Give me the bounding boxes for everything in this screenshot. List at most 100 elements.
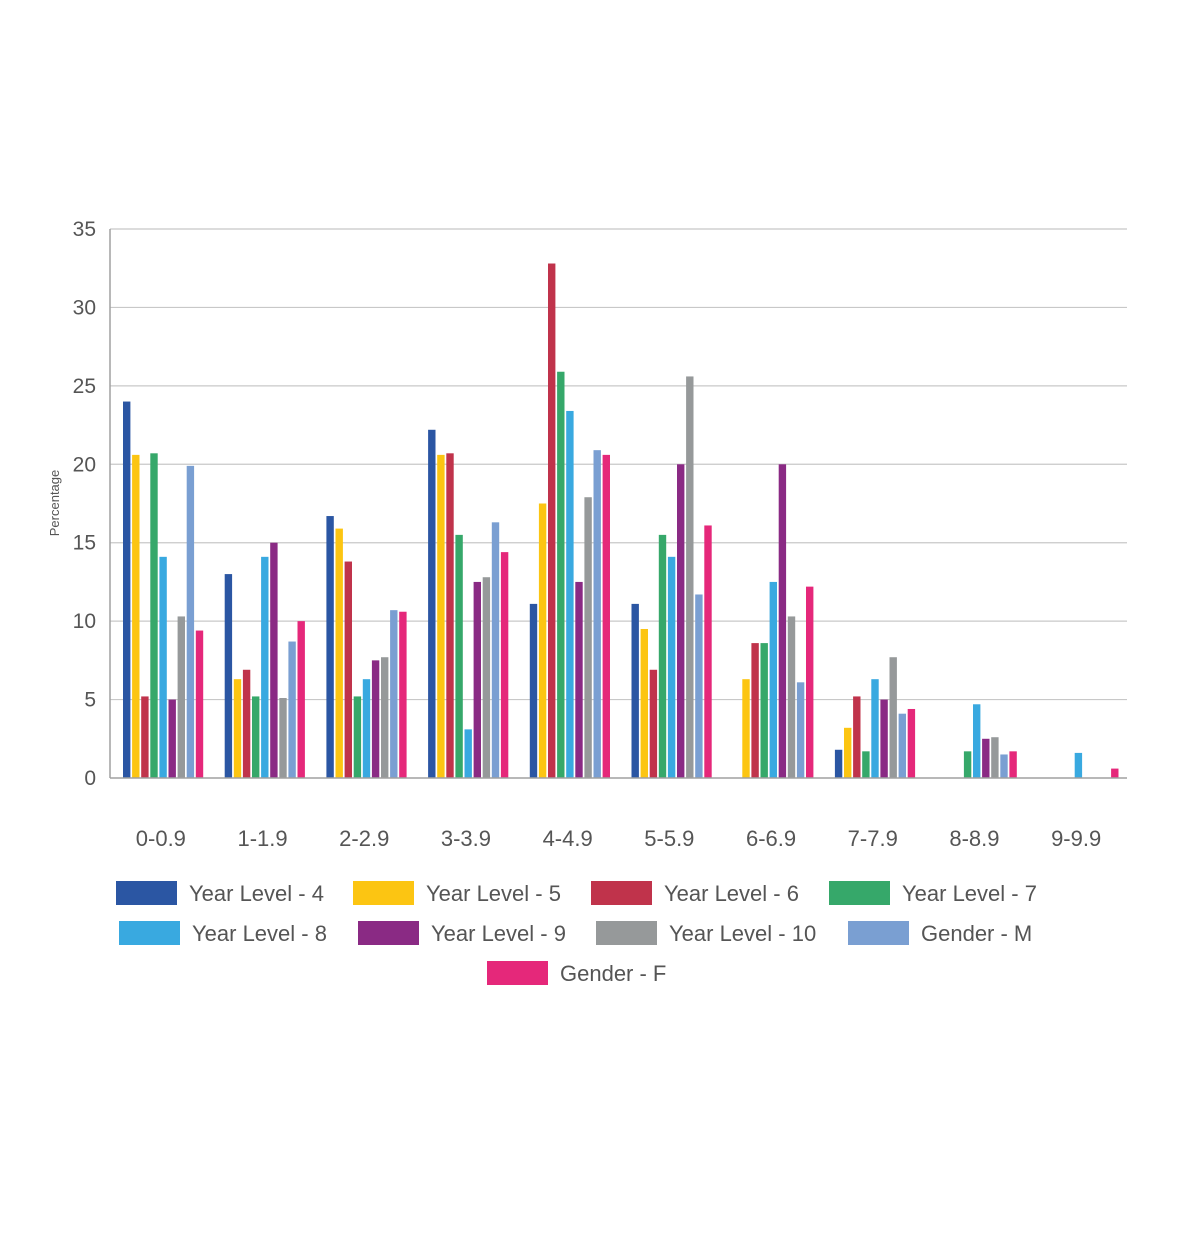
legend-label: Gender - M <box>921 921 1032 946</box>
legend-swatch <box>848 921 909 945</box>
legend-label: Year Level - 8 <box>192 921 327 946</box>
bar-8-8.9-gender-m <box>1000 754 1008 778</box>
bar-7-7.9-gender-m <box>898 713 906 778</box>
bar-1-1.9-yearlevel-4 <box>224 574 233 778</box>
y-tick-label: 10 <box>73 610 96 633</box>
bar-7-7.9-yearlevel-10 <box>889 657 897 778</box>
bar-1-1.9-yearlevel-10 <box>279 698 287 778</box>
bar-7-7.9-gender-f <box>907 708 916 778</box>
bar-6-6.9-yearlevel-10 <box>787 616 796 778</box>
bar-3-3.9-gender-m <box>491 522 500 778</box>
gridlines <box>110 228 1127 701</box>
bar-2-2.9-gender-m <box>390 610 398 778</box>
legend-item: Year Level - 7 <box>829 881 1037 906</box>
bar-7-7.9-yearlevel-7 <box>862 751 870 778</box>
bar-8-8.9-yearlevel-7 <box>963 751 972 778</box>
bar-2-2.9-yearlevel-9 <box>371 660 380 778</box>
bar-1-1.9-yearlevel-7 <box>252 696 260 778</box>
bar-5-5.9-yearlevel-6 <box>649 669 658 778</box>
bar-4-4.9-gender-m <box>593 450 601 778</box>
x-tick-label: 2-2.9 <box>339 826 389 851</box>
legend-item: Year Level - 10 <box>596 921 816 946</box>
legend-swatch <box>358 921 419 945</box>
bar-7-7.9-yearlevel-8 <box>871 679 879 778</box>
y-tick-label: 25 <box>73 375 96 398</box>
x-tick-label: 6-6.9 <box>746 826 796 851</box>
bar-4-4.9-yearlevel-7 <box>557 371 565 778</box>
legend-item: Year Level - 5 <box>353 881 561 906</box>
bar-5-5.9-yearlevel-8 <box>667 556 676 778</box>
bar-6-6.9-yearlevel-8 <box>769 581 777 778</box>
bar-7-7.9-yearlevel-6 <box>853 696 861 778</box>
legend-label: Year Level - 9 <box>431 921 566 946</box>
y-tick-label: 15 <box>73 532 96 555</box>
bar-3-3.9-yearlevel-9 <box>473 581 481 778</box>
bar-3-3.9-yearlevel-6 <box>446 453 454 778</box>
bar-8-8.9-yearlevel-9 <box>982 738 990 778</box>
legend-swatch <box>353 881 414 905</box>
legend-label: Year Level - 6 <box>664 881 799 906</box>
bar-6-6.9-yearlevel-9 <box>778 464 787 778</box>
y-tick-label: 35 <box>73 218 96 241</box>
bar-8-8.9-yearlevel-8 <box>973 704 981 778</box>
legend-swatch <box>487 961 548 985</box>
legend-label: Year Level - 5 <box>426 881 561 906</box>
bar-0-0.9-yearlevel-6 <box>141 696 149 778</box>
legend-item: Gender - M <box>848 921 1032 946</box>
bar-9-9.9-yearlevel-8 <box>1074 752 1083 778</box>
bar-6-6.9-gender-f <box>806 586 814 778</box>
legend-label: Year Level - 4 <box>189 881 324 906</box>
y-axis-title: Percentage <box>47 470 62 537</box>
bar-0-0.9-yearlevel-5 <box>132 454 140 778</box>
legend-label: Year Level - 10 <box>669 921 816 946</box>
bar-2-2.9-yearlevel-10 <box>381 657 389 778</box>
bar-8-8.9-yearlevel-10 <box>991 737 999 778</box>
bar-5-5.9-gender-f <box>704 525 712 778</box>
bar-3-3.9-yearlevel-10 <box>482 577 491 778</box>
bar-0-0.9-yearlevel-9 <box>168 699 176 778</box>
x-tick-label: 5-5.9 <box>644 826 694 851</box>
x-tick-label: 8-8.9 <box>949 826 999 851</box>
bar-4-4.9-yearlevel-4 <box>529 603 538 778</box>
bar-5-5.9-yearlevel-7 <box>658 534 667 778</box>
bar-0-0.9-yearlevel-10 <box>177 616 185 778</box>
y-tick-label: 0 <box>84 767 96 790</box>
bar-3-3.9-gender-f <box>500 552 509 778</box>
bar-0-0.9-gender-f <box>195 630 204 778</box>
bar-4-4.9-yearlevel-8 <box>566 410 574 778</box>
bar-3-3.9-yearlevel-4 <box>428 429 436 778</box>
bar-7-7.9-yearlevel-4 <box>834 749 843 778</box>
x-tick-label: 7-7.9 <box>848 826 898 851</box>
bar-8-8.9-gender-f <box>1009 751 1017 778</box>
axes: 0 5 10 15 20 25 30 35 0-0.9 1-1.9 2-2.9 3-3.9 4-4.9 5… <box>73 218 1127 851</box>
legend-swatch <box>829 881 890 905</box>
legend-item: Year Level - 8 <box>119 921 327 946</box>
bar-1-1.9-yearlevel-9 <box>270 542 278 778</box>
y-tick-label: 30 <box>73 296 96 319</box>
bar-6-6.9-gender-m <box>796 682 805 778</box>
y-tick-label: 5 <box>84 689 96 712</box>
legend-item: Year Level - 4 <box>116 881 324 906</box>
bar-1-1.9-gender-m <box>288 641 296 778</box>
bar-0-0.9-yearlevel-8 <box>159 556 167 778</box>
bar-5-5.9-yearlevel-10 <box>686 376 694 778</box>
bar-1-1.9-yearlevel-8 <box>261 556 269 778</box>
bar-2-2.9-yearlevel-8 <box>362 679 371 778</box>
bar-3-3.9-yearlevel-8 <box>464 729 472 778</box>
bar-3-3.9-yearlevel-7 <box>455 534 463 778</box>
bar-0-0.9-gender-m <box>186 465 195 778</box>
bar-2-2.9-yearlevel-5 <box>335 528 343 778</box>
legend-label: Gender - F <box>560 961 666 986</box>
bar-7-7.9-yearlevel-5 <box>844 727 852 778</box>
legend-item: Year Level - 6 <box>591 881 799 906</box>
bar-4-4.9-yearlevel-9 <box>575 581 583 778</box>
bar-4-4.9-yearlevel-6 <box>548 263 556 779</box>
bar-1-1.9-gender-f <box>297 621 305 778</box>
bar-4-4.9-gender-f <box>602 454 610 778</box>
bar-6-6.9-yearlevel-5 <box>742 679 750 778</box>
bar-2-2.9-yearlevel-4 <box>326 516 334 778</box>
legend-swatch <box>119 921 180 945</box>
legend-swatch <box>596 921 657 945</box>
